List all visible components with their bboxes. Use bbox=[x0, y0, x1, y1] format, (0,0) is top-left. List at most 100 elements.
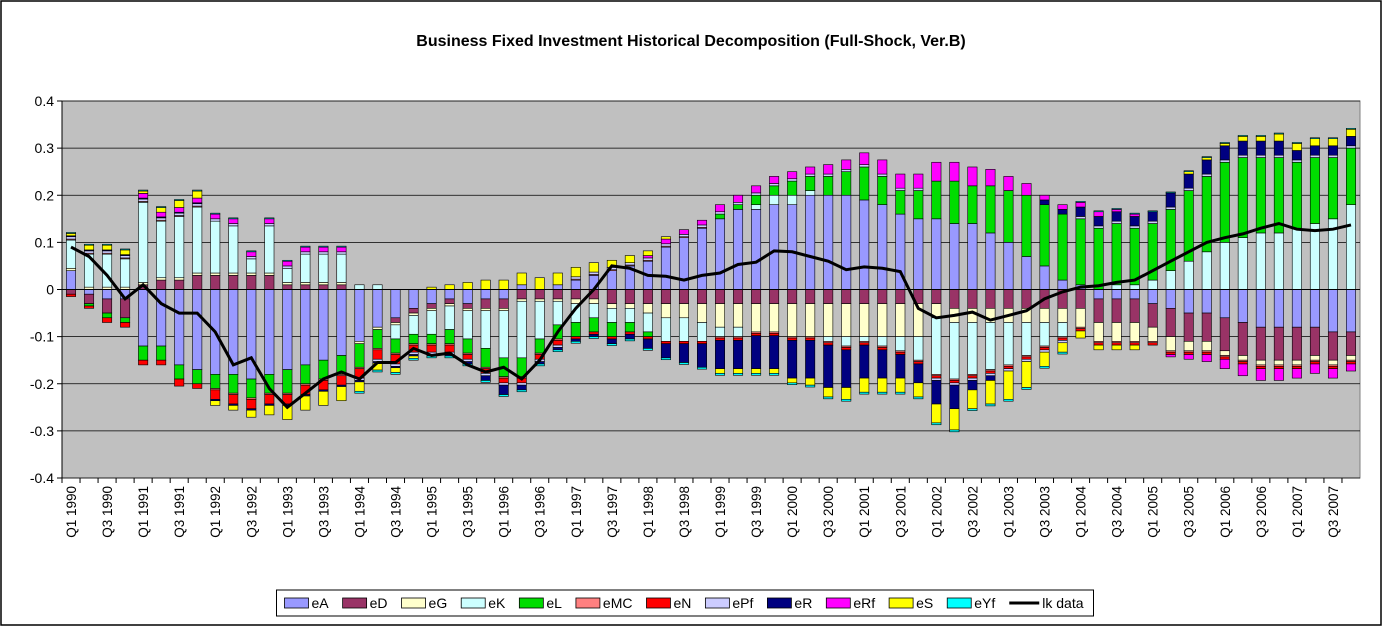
legend-label: eR bbox=[794, 595, 812, 611]
bar-segment bbox=[715, 303, 726, 328]
bar-segment bbox=[1111, 208, 1122, 210]
bar-segment bbox=[1273, 366, 1284, 369]
bar-segment bbox=[841, 171, 852, 196]
bar-segment bbox=[282, 260, 293, 267]
bar-segment bbox=[282, 369, 293, 394]
legend-item: eRf bbox=[825, 595, 875, 611]
bar-segment bbox=[264, 405, 275, 416]
bar-segment bbox=[156, 206, 167, 208]
bar-segment bbox=[678, 341, 689, 344]
bar-segment bbox=[1255, 135, 1266, 137]
bar-segment bbox=[1291, 289, 1302, 328]
bar-segment bbox=[1075, 216, 1086, 220]
bar-segment bbox=[66, 293, 77, 297]
bar-segment bbox=[1039, 347, 1050, 351]
bar-segment bbox=[805, 340, 816, 379]
bar-segment bbox=[1345, 136, 1356, 147]
bar-segment bbox=[120, 248, 131, 251]
bar-segment bbox=[931, 317, 942, 375]
bar-segment bbox=[1327, 359, 1338, 366]
bar-segment bbox=[985, 380, 996, 405]
bar-segment bbox=[462, 289, 473, 304]
bar-segment bbox=[733, 326, 744, 337]
bar-segment bbox=[1237, 135, 1248, 137]
bar-segment bbox=[859, 166, 870, 201]
bar-segment bbox=[1093, 225, 1104, 229]
bar-segment bbox=[336, 289, 347, 356]
bar-segment bbox=[444, 298, 455, 304]
bar-segment bbox=[1291, 366, 1302, 369]
bar-segment bbox=[1345, 147, 1356, 205]
bar-segment bbox=[1147, 326, 1158, 342]
bar-segment bbox=[678, 362, 689, 365]
bar-segment bbox=[949, 180, 960, 224]
bar-segment bbox=[733, 194, 744, 203]
bar-segment bbox=[1021, 289, 1032, 309]
bar-segment bbox=[1129, 213, 1140, 217]
bar-segment bbox=[1021, 358, 1032, 362]
bar-segment bbox=[660, 343, 671, 359]
bar-segment bbox=[1237, 355, 1248, 361]
bar-segment bbox=[624, 255, 635, 263]
bar-segment bbox=[264, 225, 275, 274]
bar-segment bbox=[264, 217, 275, 220]
bar-segment bbox=[967, 322, 978, 375]
bar-segment bbox=[264, 272, 275, 276]
bar-segment bbox=[787, 340, 798, 379]
bar-segment bbox=[751, 333, 762, 336]
bar-segment bbox=[895, 351, 906, 355]
legend-swatch bbox=[575, 597, 601, 609]
bar-segment bbox=[1021, 183, 1032, 196]
bar-segment bbox=[913, 173, 924, 189]
bar-segment bbox=[967, 389, 978, 410]
bar-segment bbox=[1345, 361, 1356, 365]
bar-segment bbox=[913, 363, 924, 384]
bar-segment bbox=[1147, 342, 1158, 346]
bar-segment bbox=[498, 310, 509, 359]
bar-segment bbox=[642, 257, 653, 261]
bar-segment bbox=[949, 382, 960, 386]
bar-segment bbox=[1201, 289, 1212, 314]
bar-segment bbox=[516, 382, 527, 386]
bar-segment bbox=[841, 159, 852, 170]
bar-segment bbox=[715, 373, 726, 376]
x-tick-label: Q1 1991 bbox=[136, 486, 151, 538]
bar-segment bbox=[552, 298, 563, 302]
legend-label: ePf bbox=[732, 595, 753, 611]
bar-segment bbox=[805, 173, 816, 177]
bar-segment bbox=[300, 364, 311, 385]
bar-segment bbox=[769, 335, 780, 369]
bar-segment bbox=[1039, 322, 1050, 347]
bar-segment bbox=[624, 338, 635, 342]
bar-segment bbox=[246, 251, 257, 257]
bar-segment bbox=[787, 337, 798, 341]
bar-segment bbox=[841, 399, 852, 402]
bar-segment bbox=[1291, 227, 1302, 290]
bar-segment bbox=[192, 369, 203, 385]
legend-swatch bbox=[946, 597, 972, 609]
bar-segment bbox=[102, 312, 113, 319]
bar-segment bbox=[931, 377, 942, 381]
bar-segment bbox=[1237, 157, 1248, 238]
x-tick-label: Q3 2004 bbox=[1110, 486, 1125, 538]
x-tick-label: Q1 1999 bbox=[713, 486, 728, 538]
bar-segment bbox=[678, 237, 689, 290]
bar-segment bbox=[1057, 342, 1068, 353]
bar-segment bbox=[1075, 202, 1086, 208]
x-tick-label: Q3 2002 bbox=[965, 486, 980, 538]
bar-segment bbox=[1039, 349, 1050, 353]
bar-segment bbox=[1111, 220, 1122, 224]
x-tick-label: Q1 2001 bbox=[857, 486, 872, 538]
bar-segment bbox=[787, 377, 798, 384]
bar-segment bbox=[1183, 173, 1194, 189]
bar-segment bbox=[1219, 242, 1230, 290]
legend-swatch bbox=[460, 597, 486, 609]
legend-swatch bbox=[704, 597, 730, 609]
bar-segment bbox=[1057, 213, 1068, 281]
bar-segment bbox=[210, 389, 221, 400]
bar-segment bbox=[1111, 211, 1122, 222]
bar-segment bbox=[174, 216, 185, 279]
bar-segment bbox=[1147, 220, 1158, 224]
bar-segment bbox=[733, 202, 744, 205]
bar-segment bbox=[1183, 341, 1194, 352]
